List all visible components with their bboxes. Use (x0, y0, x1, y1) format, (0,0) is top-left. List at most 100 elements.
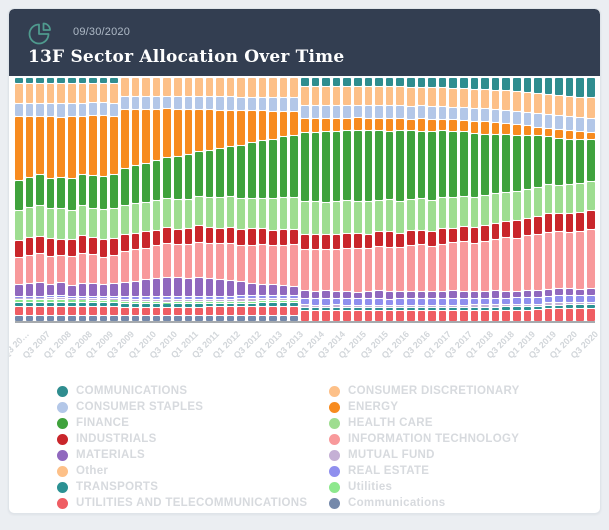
bar[interactable] (311, 78, 320, 321)
segment-communications-alt[interactable] (15, 316, 23, 321)
segment-consumer-staples[interactable] (131, 96, 140, 109)
segment-materials[interactable] (406, 291, 415, 299)
segment-health-care[interactable] (343, 200, 351, 233)
segment-consumer-staples[interactable] (258, 97, 267, 111)
segment-industrials[interactable] (131, 234, 140, 249)
segment-mutual-fund[interactable] (502, 305, 510, 307)
segment-materials[interactable] (184, 279, 193, 297)
segment-consumer-staples[interactable] (110, 103, 118, 116)
segment-communications-alt[interactable] (99, 316, 108, 321)
segment-health-care[interactable] (459, 196, 468, 227)
segment-utilities-lc[interactable] (205, 302, 214, 304)
segment-mutual-fund[interactable] (375, 305, 383, 307)
segment-finance[interactable] (332, 132, 341, 202)
segment-utilities-lc[interactable] (57, 300, 65, 302)
segment-materials[interactable] (459, 291, 468, 299)
segment-utilities-lc[interactable] (25, 300, 34, 303)
segment-utilities-and-telecommunications[interactable] (89, 307, 97, 316)
segment-information-technology[interactable] (459, 242, 468, 291)
segment-finance[interactable] (587, 139, 595, 182)
segment-utilities-and-telecommunications[interactable] (311, 311, 320, 321)
segment-energy[interactable] (449, 120, 457, 132)
segment-materials[interactable] (290, 287, 299, 295)
segment-consumer-discretionary[interactable] (46, 84, 55, 103)
segment-utilities-and-telecommunications[interactable] (587, 308, 595, 321)
segment-energy[interactable] (142, 109, 150, 163)
segment-transports[interactable] (512, 307, 521, 310)
segment-industrials[interactable] (555, 214, 563, 232)
segment-real-estate[interactable] (290, 295, 299, 298)
segment-utilities-and-telecommunications[interactable] (534, 310, 542, 321)
segment-transports[interactable] (375, 307, 383, 311)
segment-transports[interactable] (269, 303, 277, 306)
segment-communications[interactable] (25, 77, 34, 84)
segment-consumer-staples[interactable] (565, 117, 574, 131)
segment-energy[interactable] (36, 117, 44, 174)
segment-energy[interactable] (512, 125, 521, 135)
segment-information-technology[interactable] (576, 232, 585, 289)
segment-health-care[interactable] (67, 210, 76, 239)
segment-consumer-discretionary[interactable] (216, 78, 224, 97)
segment-mutual-fund[interactable] (163, 300, 171, 302)
segment-utilities-lc[interactable] (99, 300, 108, 303)
segment-utilities-and-telecommunications[interactable] (46, 307, 55, 316)
segment-information-technology[interactable] (46, 256, 55, 284)
segment-mutual-fund[interactable] (534, 304, 542, 307)
segment-energy[interactable] (15, 117, 23, 181)
segment-transports[interactable] (481, 307, 489, 310)
segment-energy[interactable] (205, 110, 214, 150)
segment-real-estate[interactable] (173, 297, 182, 300)
segment-health-care[interactable] (565, 185, 574, 214)
segment-information-technology[interactable] (269, 246, 277, 285)
segment-industrials[interactable] (576, 212, 585, 232)
segment-industrials[interactable] (311, 235, 320, 249)
segment-industrials[interactable] (459, 227, 468, 242)
segment-materials[interactable] (491, 291, 500, 298)
segment-communications[interactable] (428, 78, 436, 88)
segment-consumer-discretionary[interactable] (248, 78, 256, 97)
segment-real-estate[interactable] (205, 296, 214, 299)
segment-communications-alt[interactable] (226, 316, 235, 321)
segment-materials[interactable] (173, 278, 182, 297)
segment-health-care[interactable] (396, 202, 404, 233)
legend-item[interactable]: Communications (329, 497, 563, 509)
segment-finance[interactable] (269, 139, 277, 199)
segment-materials[interactable] (279, 286, 288, 295)
segment-industrials[interactable] (428, 232, 436, 246)
segment-real-estate[interactable] (237, 296, 246, 299)
segment-utilities-lc[interactable] (110, 300, 118, 303)
segment-materials[interactable] (396, 292, 404, 299)
segment-finance[interactable] (290, 135, 299, 198)
segment-consumer-staples[interactable] (438, 107, 447, 120)
segment-energy[interactable] (354, 118, 362, 131)
segment-finance[interactable] (195, 151, 203, 196)
segment-communications[interactable] (364, 78, 373, 87)
bar[interactable] (301, 77, 309, 321)
segment-transports[interactable] (290, 303, 299, 306)
segment-energy[interactable] (459, 120, 468, 132)
segment-finance[interactable] (216, 149, 224, 198)
segment-real-estate[interactable] (364, 299, 373, 305)
segment-transports[interactable] (332, 307, 341, 310)
segment-energy[interactable] (258, 111, 267, 141)
segment-real-estate[interactable] (269, 295, 277, 298)
bar[interactable] (195, 78, 203, 321)
segment-utilities-lc[interactable] (131, 302, 140, 304)
segment-energy[interactable] (290, 111, 299, 135)
segment-communications[interactable] (15, 78, 23, 84)
segment-finance[interactable] (417, 131, 426, 199)
segment-materials[interactable] (99, 285, 108, 296)
segment-industrials[interactable] (142, 232, 150, 248)
segment-materials[interactable] (311, 291, 320, 298)
segment-consumer-discretionary[interactable] (78, 84, 87, 103)
segment-energy[interactable] (25, 117, 34, 178)
segment-industrials[interactable] (512, 221, 521, 238)
segment-mutual-fund[interactable] (173, 300, 182, 302)
segment-communications[interactable] (491, 78, 500, 90)
segment-consumer-staples[interactable] (470, 108, 479, 121)
segment-utilities-lc[interactable] (184, 302, 193, 304)
segment-industrials[interactable] (184, 228, 193, 244)
segment-communications[interactable] (534, 78, 542, 93)
segment-consumer-discretionary[interactable] (57, 84, 65, 104)
bar[interactable] (99, 77, 108, 321)
